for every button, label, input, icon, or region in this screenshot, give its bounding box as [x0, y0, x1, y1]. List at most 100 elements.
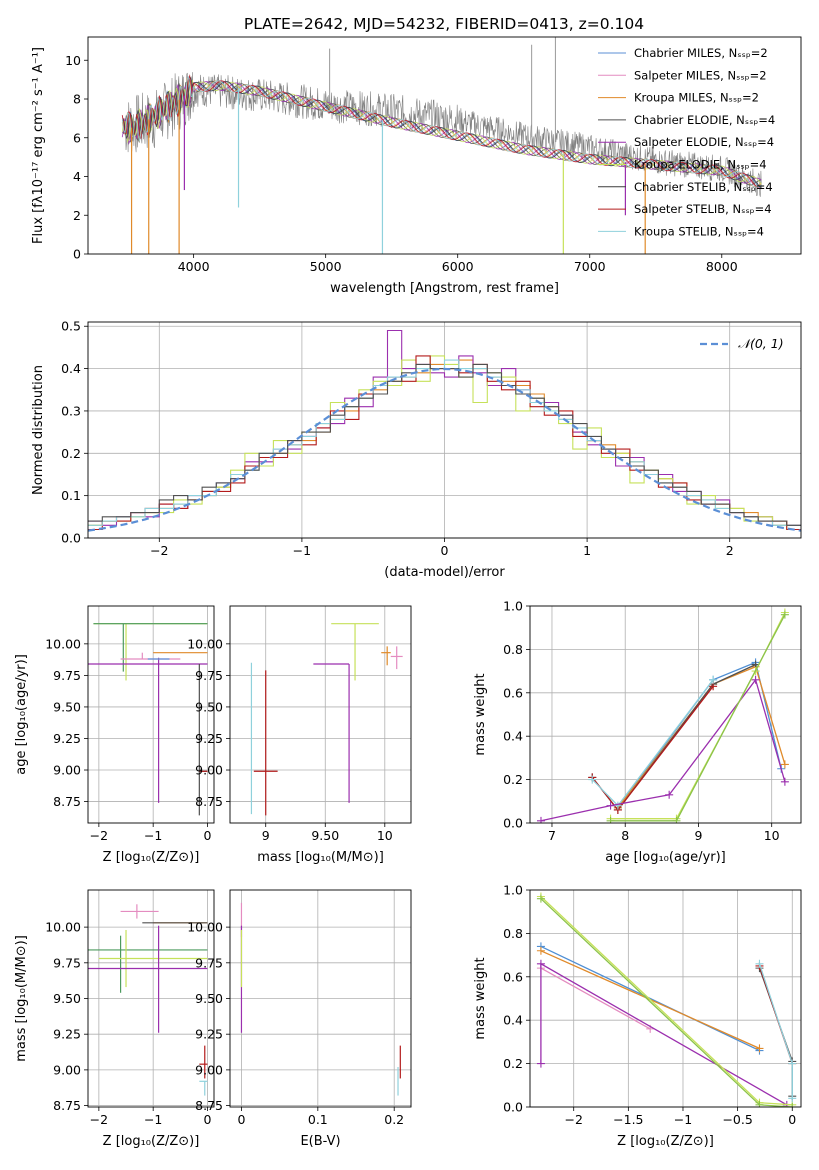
- x-tick-label: −1: [144, 828, 162, 843]
- axes-frame: [529, 605, 802, 824]
- y-tick-label: 0.0: [61, 531, 81, 546]
- plus-marker: [536, 816, 545, 823]
- y-tick-label: 0.8: [503, 642, 523, 657]
- axes-frame: [529, 889, 802, 1108]
- x-tick-label: 4000: [178, 259, 210, 274]
- y-tick-label: 10.00: [187, 920, 223, 935]
- mass-weight-line: [540, 898, 793, 1107]
- legend-label: Chabrier MILES, Nₛₛₚ=2: [634, 46, 768, 60]
- y-tick-label: 0: [73, 247, 81, 262]
- y-axis-label: mass [log₁₀(M/M⊙)]: [14, 935, 29, 1062]
- y-axis-label: Normed distribution: [31, 365, 46, 495]
- y-axis-label: mass weight: [473, 957, 488, 1039]
- y-tick-label: 0.2: [503, 1056, 523, 1071]
- plus-marker: [780, 610, 789, 619]
- axes-frame: [87, 605, 215, 824]
- plus-marker: [788, 1094, 797, 1103]
- y-tick-label: 0.8: [503, 926, 523, 941]
- y-tick-label: 9.00: [195, 1062, 223, 1077]
- x-axis-label: (data-model)/error: [384, 565, 505, 580]
- panel-massweight-vs-age: 7 8 9 10 0.0 0.2 0.4 0.6 0.8 1.0 age [log₁₀(age/yr…: [473, 599, 802, 865]
- mass-weight-line: [610, 614, 786, 822]
- plus-marker: [755, 959, 764, 968]
- x-tick-label: 8: [621, 828, 629, 843]
- y-tick-label: 0.4: [61, 361, 81, 376]
- panel-mass-vs-Z: −2 −1 0 8.75 9.00 9.25 9.50 9.75 10.00 Z [log₁₀(Z…: [14, 889, 215, 1149]
- y-tick-label: 9.00: [53, 1062, 81, 1077]
- legend-label: 𝒩(0, 1): [738, 336, 784, 351]
- y-tick-label: 0.2: [503, 772, 523, 787]
- legend-label: Chabrier ELODIE, Nₛₛₚ=4: [634, 113, 775, 127]
- plus-marker: [780, 760, 789, 769]
- legend-label: Chabrier STELIB, Nₛₛₚ=4: [634, 180, 773, 194]
- x-tick-label: 5000: [310, 259, 342, 274]
- y-tick-label: 9.75: [53, 668, 81, 683]
- y-tick-label: 8: [73, 92, 81, 107]
- x-tick-label: 6000: [442, 259, 474, 274]
- plot-area: [240, 902, 401, 1096]
- plus-marker: [665, 790, 674, 799]
- x-tick-label: −0.5: [722, 1112, 752, 1127]
- plus-marker: [672, 816, 681, 823]
- panel-age-vs-mass: 9 9.50 10 8.75 9.00 9.25 9.50 9.75 10.00 mass [lo…: [187, 605, 412, 865]
- y-tick-label: 9.75: [195, 955, 223, 970]
- y-tick-label: 8.75: [195, 1098, 223, 1113]
- x-tick-label: 0.1: [308, 1112, 328, 1127]
- x-tick-label: 9: [694, 828, 702, 843]
- y-tick-label: 9.50: [53, 699, 81, 714]
- y-tick-label: 2: [73, 208, 81, 223]
- panel-age-vs-Z: −2 −1 0 8.75 9.00 9.25 9.50 9.75 10.00 Z [log₁₀(Z…: [14, 605, 215, 865]
- y-axis-label: Flux [fλ10⁻¹⁷ erg cm⁻² s⁻¹ A⁻¹]: [31, 47, 46, 244]
- legend-label: Kroupa STELIB, Nₛₛₚ=4: [634, 224, 764, 238]
- x-tick-label: −2: [564, 1112, 582, 1127]
- x-tick-label: −2: [150, 543, 168, 558]
- y-tick-label: 0.4: [503, 1013, 523, 1028]
- panel-mass-vs-ebv: 0 0.1 0.2 8.75 9.00 9.25 9.50 9.75 10.00 E(B-V): [187, 889, 412, 1149]
- model-line: [122, 80, 762, 186]
- x-tick-label: 9.50: [311, 828, 339, 843]
- plus-marker: [606, 816, 615, 823]
- x-axis-label: E(B-V): [300, 1134, 340, 1149]
- plus-marker: [536, 1059, 545, 1068]
- y-tick-label: 9.25: [53, 731, 81, 746]
- x-tick-label: 10: [377, 828, 393, 843]
- y-axis-label: age [log₁₀(age/yr)]: [14, 654, 29, 775]
- x-axis-label: age [log₁₀(age/yr)]: [605, 850, 726, 865]
- mass-weight-line: [617, 665, 786, 809]
- model-line: [121, 74, 762, 190]
- x-tick-label: 0: [237, 1112, 245, 1127]
- x-tick-label: 8000: [706, 259, 738, 274]
- plus-marker: [780, 777, 789, 786]
- plus-marker: [788, 1059, 797, 1068]
- plus-marker: [536, 894, 545, 903]
- y-tick-label: 6: [73, 130, 81, 145]
- plot-area: [88, 904, 208, 1096]
- axes-frame: [87, 321, 802, 539]
- panel-massweight-vs-Z: −2 −1.5 −1 −0.5 0 0.0 0.2 0.4 0.6 0.8 1.0 Z [log₁₀(…: [473, 883, 802, 1149]
- y-tick-label: 10.00: [45, 920, 81, 935]
- plus-marker: [613, 801, 622, 810]
- x-tick-label: 0: [441, 543, 449, 558]
- y-tick-label: 0.1: [61, 488, 81, 503]
- y-tick-label: 8.75: [195, 794, 223, 809]
- x-tick-label: 0.2: [384, 1112, 404, 1127]
- plus-marker: [788, 1103, 797, 1107]
- y-tick-label: 0.3: [61, 403, 81, 418]
- x-tick-label: 10: [764, 828, 780, 843]
- y-tick-label: 9.25: [53, 1027, 81, 1042]
- y-tick-label: 0.4: [503, 729, 523, 744]
- y-axis-label: mass weight: [473, 673, 488, 755]
- plus-marker: [709, 675, 718, 684]
- panel-spectrum: 4000 5000 6000 7000 8000 0 2 4 6 8 10 wavelength [A…: [31, 36, 802, 296]
- legend: Chabrier MILES, Nₛₛₚ=2 Salpeter MILES, Nₛ…: [598, 46, 775, 238]
- y-tick-label: 1.0: [503, 599, 523, 614]
- x-tick-label: 0: [204, 1112, 212, 1127]
- plot-area: [536, 892, 797, 1107]
- mass-weight-line: [540, 962, 788, 1106]
- y-tick-label: 9.25: [195, 1027, 223, 1042]
- y-tick-label: 10.00: [187, 636, 223, 651]
- y-tick-label: 9.75: [53, 955, 81, 970]
- model-line: [121, 76, 762, 188]
- x-tick-label: −1: [144, 1112, 162, 1127]
